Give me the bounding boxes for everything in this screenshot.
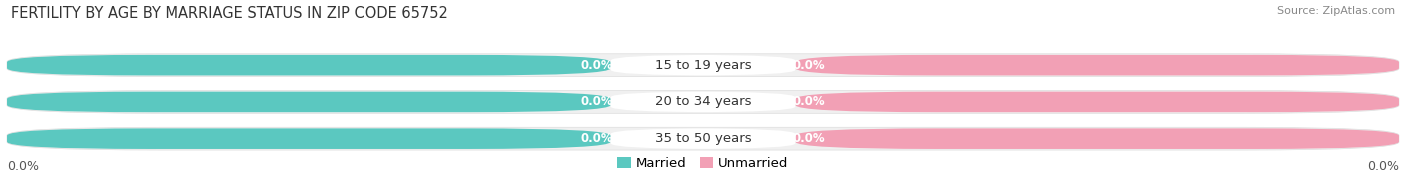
Text: 0.0%: 0.0% [1367, 160, 1399, 173]
Text: 0.0%: 0.0% [793, 95, 825, 108]
Text: Source: ZipAtlas.com: Source: ZipAtlas.com [1277, 6, 1395, 16]
FancyBboxPatch shape [796, 128, 1399, 149]
Text: 35 to 50 years: 35 to 50 years [655, 132, 751, 145]
Text: 20 to 34 years: 20 to 34 years [655, 95, 751, 108]
Legend: Married, Unmarried: Married, Unmarried [612, 152, 794, 175]
Text: 0.0%: 0.0% [7, 160, 39, 173]
Text: 0.0%: 0.0% [793, 132, 825, 145]
FancyBboxPatch shape [7, 54, 1399, 77]
FancyBboxPatch shape [610, 92, 796, 112]
FancyBboxPatch shape [7, 127, 1399, 150]
FancyBboxPatch shape [7, 92, 610, 112]
Text: 0.0%: 0.0% [793, 59, 825, 72]
Text: FERTILITY BY AGE BY MARRIAGE STATUS IN ZIP CODE 65752: FERTILITY BY AGE BY MARRIAGE STATUS IN Z… [11, 6, 449, 21]
Text: 15 to 19 years: 15 to 19 years [655, 59, 751, 72]
FancyBboxPatch shape [796, 92, 1399, 112]
FancyBboxPatch shape [7, 55, 610, 75]
FancyBboxPatch shape [7, 91, 1399, 113]
FancyBboxPatch shape [7, 128, 610, 149]
FancyBboxPatch shape [796, 55, 1399, 75]
Text: 0.0%: 0.0% [581, 132, 613, 145]
Text: 0.0%: 0.0% [581, 95, 613, 108]
Text: 0.0%: 0.0% [581, 59, 613, 72]
FancyBboxPatch shape [610, 55, 796, 75]
FancyBboxPatch shape [610, 128, 796, 149]
